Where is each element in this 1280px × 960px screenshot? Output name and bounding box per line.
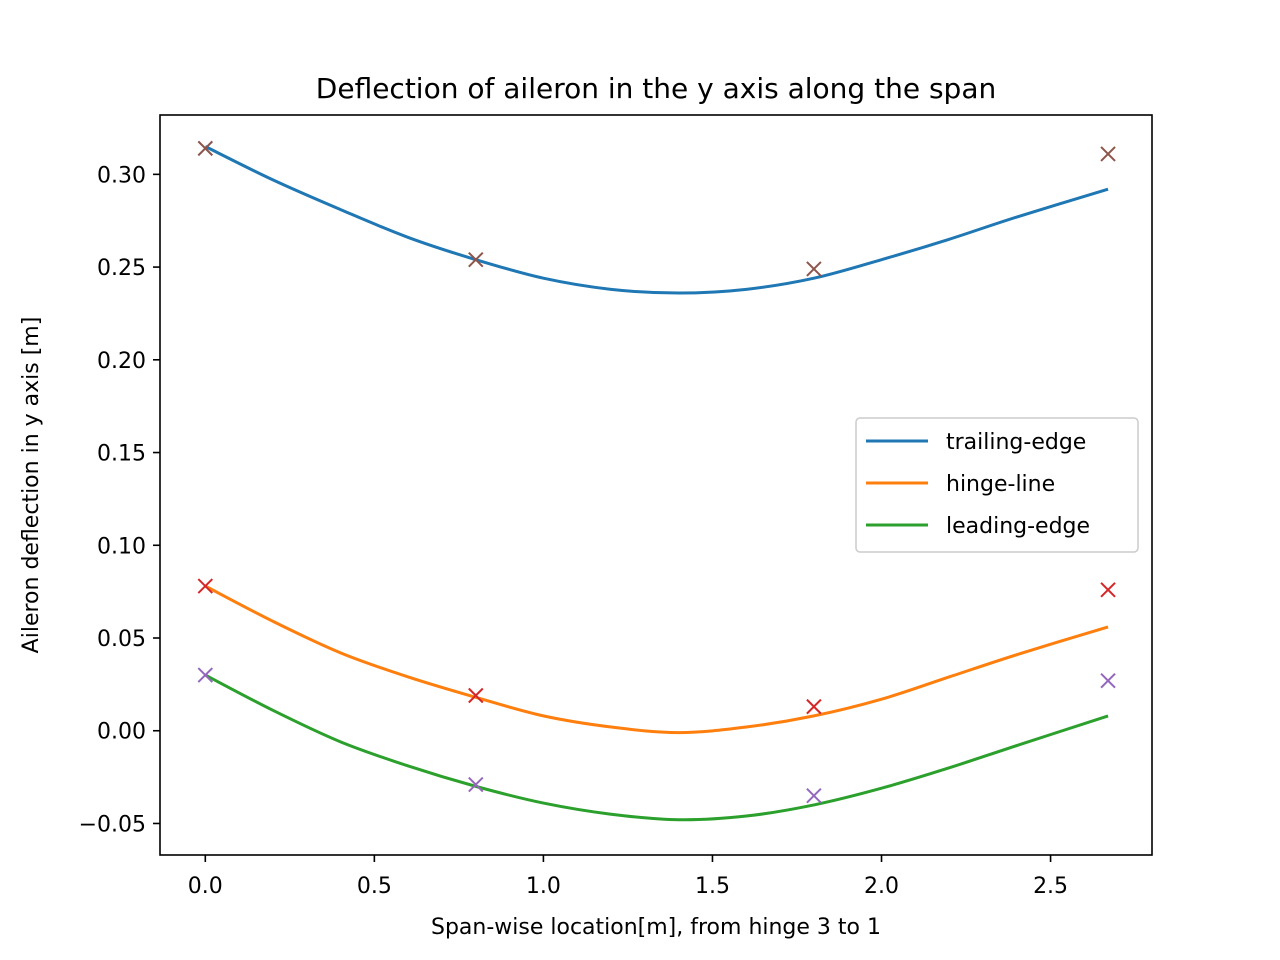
y-axis-label: Aileron deflection in y axis [m] (19, 317, 44, 654)
marker-point-1-2 (806, 698, 822, 715)
y-tick-label: 0.30 (97, 163, 146, 188)
x-tick-label: 1.5 (695, 874, 730, 899)
legend: trailing-edge hinge-line leading-edge (855, 417, 1139, 553)
marker-point-1-3 (1100, 582, 1116, 598)
legend-label-leading-edge: leading-edge (946, 514, 1090, 539)
marker-point-1-1 (468, 687, 484, 704)
y-tick-label: 0.15 (97, 442, 146, 467)
legend-box (855, 417, 1139, 553)
y-axis: −0.05 0.00 0.05 0.10 0.15 0.20 0.25 0.30 (79, 163, 160, 837)
series-line-trailing-edge (204, 145, 1109, 295)
y-tick-label: 0.10 (97, 534, 146, 559)
legend-label-trailing-edge: trailing-edge (946, 430, 1086, 455)
x-tick-label: 1.0 (526, 874, 561, 899)
marker-point-0-0 (197, 140, 214, 157)
x-tick-label: 0.0 (188, 874, 223, 899)
marker-point-1-0 (197, 578, 214, 594)
x-axis-label: Span-wise location[m], from hinge 3 to 1 (431, 915, 881, 940)
series-line-hinge-line (204, 584, 1109, 735)
plot-frame (159, 114, 1153, 856)
chart-title: Deflection of aileron in the y axis alon… (316, 72, 996, 105)
marker-layer (197, 140, 1116, 804)
marker-point-2-0 (197, 667, 214, 683)
y-tick-label: 0.05 (97, 627, 146, 652)
x-tick-label: 2.5 (1033, 874, 1068, 899)
x-tick-label: 0.5 (357, 874, 392, 899)
marker-point-2-1 (468, 776, 484, 793)
marker-point-2-3 (1100, 672, 1116, 689)
marker-point-0-1 (468, 251, 484, 268)
series-line-leading-edge (204, 673, 1109, 822)
y-tick-label: 0.00 (97, 720, 146, 745)
legend-label-hinge-line: hinge-line (946, 472, 1055, 497)
marker-point-2-2 (806, 787, 822, 804)
series-layer (204, 145, 1109, 822)
x-axis: 0.0 0.5 1.0 1.5 2.0 2.5 (188, 855, 1068, 899)
y-tick-label: 0.25 (97, 256, 146, 281)
marker-point-0-2 (806, 261, 822, 277)
y-tick-label: −0.05 (79, 812, 146, 837)
marker-point-0-3 (1100, 146, 1116, 162)
x-tick-label: 2.0 (864, 874, 899, 899)
y-tick-label: 0.20 (97, 349, 146, 374)
